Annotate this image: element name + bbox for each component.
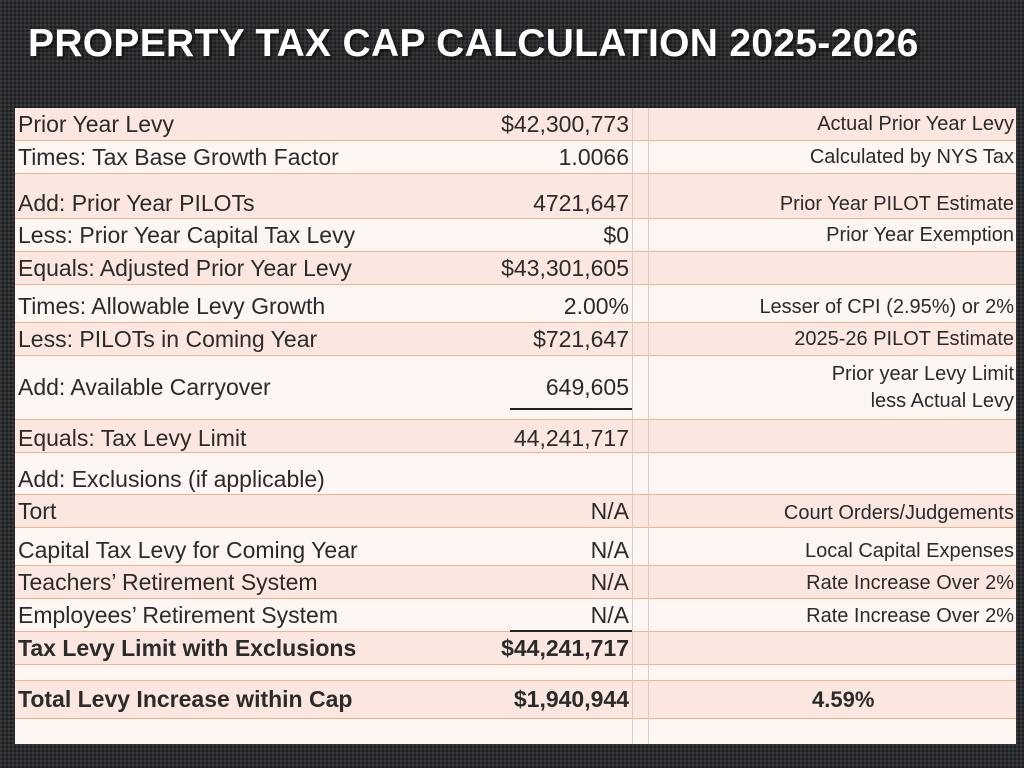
row-label: Tax Levy Limit with Exclusions [18, 634, 357, 661]
row-note: Rate Increase Over 2% [806, 571, 1014, 594]
row-note [647, 420, 1016, 452]
table-row [15, 665, 1016, 681]
row-value: 2.00% [563, 293, 629, 319]
table-row: Add: Available Carryover 649,605 Prior y… [15, 356, 1016, 420]
row-label [18, 665, 488, 680]
row-value: N/A [590, 537, 629, 563]
row-value: N/A [590, 497, 629, 524]
row-value: $44,241,717 [501, 634, 629, 661]
row-label: Equals: Adjusted Prior Year Levy [18, 254, 352, 281]
row-value: 4721,647 [533, 189, 629, 216]
row-note [647, 252, 1016, 284]
row-label: Times: Tax Base Growth Factor [18, 143, 339, 170]
column-divider [648, 108, 649, 744]
table-row: Prior Year Levy $42,300,773 Actual Prior… [15, 108, 1016, 141]
table-row: Tax Levy Limit with Exclusions $44,241,7… [15, 632, 1016, 665]
row-value: $42,300,773 [501, 110, 629, 137]
row-note: Calculated by NYS Tax [809, 145, 1014, 168]
row-note: Prior year Levy Limit less Actual Levy [831, 362, 1014, 412]
table-row: Capital Tax Levy for Coming Year N/A Loc… [15, 528, 1016, 566]
table-row: Less: PILOTs in Coming Year $721,647 202… [15, 323, 1016, 356]
table-row: Teachers’ Retirement System N/A Rate Inc… [15, 566, 1016, 599]
row-value [485, 665, 631, 680]
table-row: Tort N/A Court Orders/Judgements [15, 495, 1016, 528]
row-label: Add: Exclusions (if applicable) [18, 466, 325, 492]
column-divider [632, 108, 633, 744]
row-label: Add: Prior Year PILOTs [18, 189, 255, 216]
row-note: Lesser of CPI (2.95%) or 2% [759, 296, 1014, 318]
tax-cap-table: Prior Year Levy $42,300,773 Actual Prior… [15, 108, 1016, 744]
row-value [485, 453, 631, 494]
row-note: Rate Increase Over 2% [806, 604, 1014, 627]
table-row: Employees’ Retirement System N/A Rate In… [15, 599, 1016, 632]
table-row: Add: Prior Year PILOTs 4721,647 Prior Ye… [15, 174, 1016, 219]
row-value: N/A [590, 601, 629, 628]
row-note: Prior Year Exemption [826, 223, 1014, 246]
row-label: Tort [18, 497, 57, 524]
row-label: Times: Allowable Levy Growth [18, 293, 326, 319]
row-label: Less: PILOTs in Coming Year [18, 325, 318, 352]
row-note: 2025-26 PILOT Estimate [794, 327, 1014, 350]
row-note: Local Capital Expenses [804, 540, 1014, 562]
row-value: N/A [590, 568, 629, 595]
table-row: Less: Prior Year Capital Tax Levy $0 Pri… [15, 219, 1016, 252]
row-note: Court Orders/Judgements [783, 501, 1014, 524]
row-value: $0 [603, 221, 629, 248]
row-value: $1,940,944 [513, 686, 629, 712]
table-row [15, 719, 1016, 744]
row-note: Prior Year PILOT Estimate [779, 192, 1014, 215]
row-note [647, 453, 1016, 494]
row-label [18, 719, 488, 744]
row-note: 4.59% [812, 687, 875, 712]
row-value: 649,605 [545, 374, 629, 400]
row-label: Teachers’ Retirement System [18, 568, 318, 595]
row-note: Actual Prior Year Levy [817, 112, 1014, 135]
table-row: Equals: Adjusted Prior Year Levy $43,301… [15, 252, 1016, 285]
row-label: Employees’ Retirement System [18, 601, 338, 628]
row-label: Less: Prior Year Capital Tax Levy [18, 221, 356, 248]
row-label: Equals: Tax Levy Limit [18, 424, 247, 451]
row-note [647, 719, 1016, 744]
row-value: $43,301,605 [501, 254, 629, 281]
row-value: 1.0066 [558, 143, 629, 170]
row-value [485, 719, 631, 744]
table-row: Times: Allowable Levy Growth 2.00% Lesse… [15, 285, 1016, 323]
row-label: Add: Available Carryover [18, 374, 271, 400]
row-label: Prior Year Levy [18, 110, 174, 137]
row-value: $721,647 [533, 325, 629, 352]
page-title: PROPERTY TAX CAP CALCULATION 2025-2026 [28, 22, 919, 65]
employees-underline [510, 630, 632, 632]
table-row: Add: Exclusions (if applicable) [15, 453, 1016, 495]
row-label: Capital Tax Levy for Coming Year [18, 537, 358, 563]
row-value: 44,241,717 [513, 424, 629, 451]
row-note [647, 632, 1016, 664]
carryover-underline [510, 408, 632, 410]
row-note [647, 665, 1016, 680]
table-row: Equals: Tax Levy Limit 44,241,717 [15, 420, 1016, 453]
table-row: Times: Tax Base Growth Factor 1.0066 Cal… [15, 141, 1016, 174]
table-row: Total Levy Increase within Cap $1,940,94… [15, 681, 1016, 719]
row-label: Total Levy Increase within Cap [18, 686, 353, 712]
